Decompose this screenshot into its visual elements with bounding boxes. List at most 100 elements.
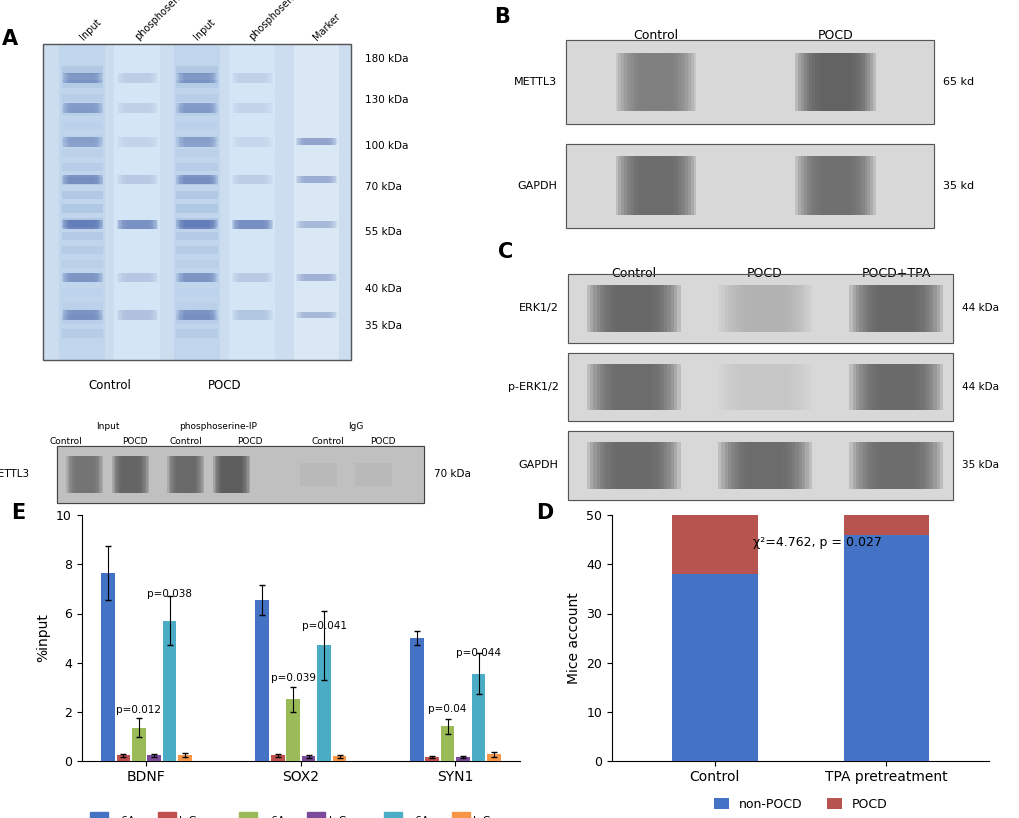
Bar <box>117 175 158 184</box>
Bar <box>64 73 100 83</box>
Bar <box>125 220 149 229</box>
Bar <box>121 456 140 492</box>
Bar <box>305 138 328 146</box>
Bar <box>123 220 152 229</box>
Bar <box>185 175 209 184</box>
Bar <box>177 103 216 113</box>
Y-axis label: Mice account: Mice account <box>567 592 580 684</box>
Bar <box>176 232 218 240</box>
Bar <box>255 600 269 761</box>
Bar <box>586 285 680 332</box>
Bar <box>63 310 102 320</box>
Bar <box>239 137 265 146</box>
Bar <box>239 103 265 113</box>
Bar <box>119 272 155 282</box>
Text: METTL3: METTL3 <box>514 77 556 87</box>
Text: p=0.039: p=0.039 <box>270 673 315 684</box>
Bar <box>171 456 200 492</box>
Bar <box>181 175 212 184</box>
Bar <box>182 103 211 113</box>
Bar <box>717 285 811 332</box>
Bar <box>185 272 209 282</box>
Bar <box>672 574 757 761</box>
Bar <box>803 156 866 215</box>
Text: IgG: IgG <box>179 816 197 818</box>
Bar <box>734 285 795 332</box>
Bar <box>304 312 329 318</box>
Bar <box>117 220 158 229</box>
Bar <box>356 463 391 486</box>
Bar <box>176 107 218 115</box>
Bar <box>180 310 214 320</box>
Bar <box>234 137 270 146</box>
Text: GAPDH: GAPDH <box>519 461 558 470</box>
Bar <box>618 156 693 215</box>
Bar <box>731 285 798 332</box>
Text: 100 kDa: 100 kDa <box>365 141 408 151</box>
Bar <box>67 272 98 282</box>
Bar <box>216 456 247 492</box>
Bar <box>118 310 157 320</box>
Bar <box>118 103 157 113</box>
Bar <box>717 363 811 411</box>
Bar <box>723 285 805 332</box>
Bar <box>62 274 103 282</box>
Bar <box>62 316 103 324</box>
Bar <box>62 310 103 320</box>
Bar <box>119 103 155 113</box>
Bar <box>234 220 270 229</box>
Bar <box>843 535 928 761</box>
Bar <box>615 442 650 489</box>
Bar <box>878 285 913 332</box>
Bar <box>179 272 215 282</box>
Bar <box>293 44 339 360</box>
Bar <box>62 135 103 143</box>
Text: 130 kDa: 130 kDa <box>365 96 408 106</box>
Bar <box>67 137 98 146</box>
Text: Marker: Marker <box>312 11 342 42</box>
Bar <box>231 103 273 113</box>
Bar <box>301 138 331 146</box>
Bar <box>117 103 158 113</box>
Bar <box>113 456 148 492</box>
Bar <box>181 220 212 229</box>
Bar <box>302 757 315 761</box>
Bar <box>800 52 869 111</box>
Text: Control: Control <box>610 267 655 280</box>
Bar <box>317 645 330 761</box>
Bar <box>300 138 333 146</box>
Bar <box>849 442 943 489</box>
Bar <box>64 220 100 229</box>
Bar <box>304 274 329 281</box>
Bar <box>180 175 214 184</box>
Bar <box>606 363 660 411</box>
Bar <box>182 73 211 83</box>
Bar <box>237 272 266 282</box>
Bar <box>300 221 333 228</box>
Bar <box>176 316 218 324</box>
Bar <box>70 175 94 184</box>
Bar <box>568 274 952 343</box>
Bar <box>179 73 215 83</box>
Bar <box>296 274 336 281</box>
Bar <box>218 456 245 492</box>
Bar <box>118 220 157 229</box>
Bar <box>62 177 103 185</box>
Text: POCD: POCD <box>208 379 242 392</box>
Bar <box>217 456 246 492</box>
Bar <box>299 312 334 318</box>
Text: p=0.038: p=0.038 <box>147 589 192 599</box>
Bar <box>737 285 792 332</box>
Bar <box>122 137 153 146</box>
Bar <box>878 363 913 411</box>
Bar <box>67 310 98 320</box>
Bar <box>871 285 919 332</box>
Bar <box>235 310 269 320</box>
Bar <box>177 220 216 229</box>
Bar <box>632 52 679 111</box>
Bar <box>817 52 853 111</box>
Bar <box>181 137 212 146</box>
Bar <box>67 456 102 492</box>
Text: IgG: IgG <box>473 816 490 818</box>
Bar <box>231 310 273 320</box>
